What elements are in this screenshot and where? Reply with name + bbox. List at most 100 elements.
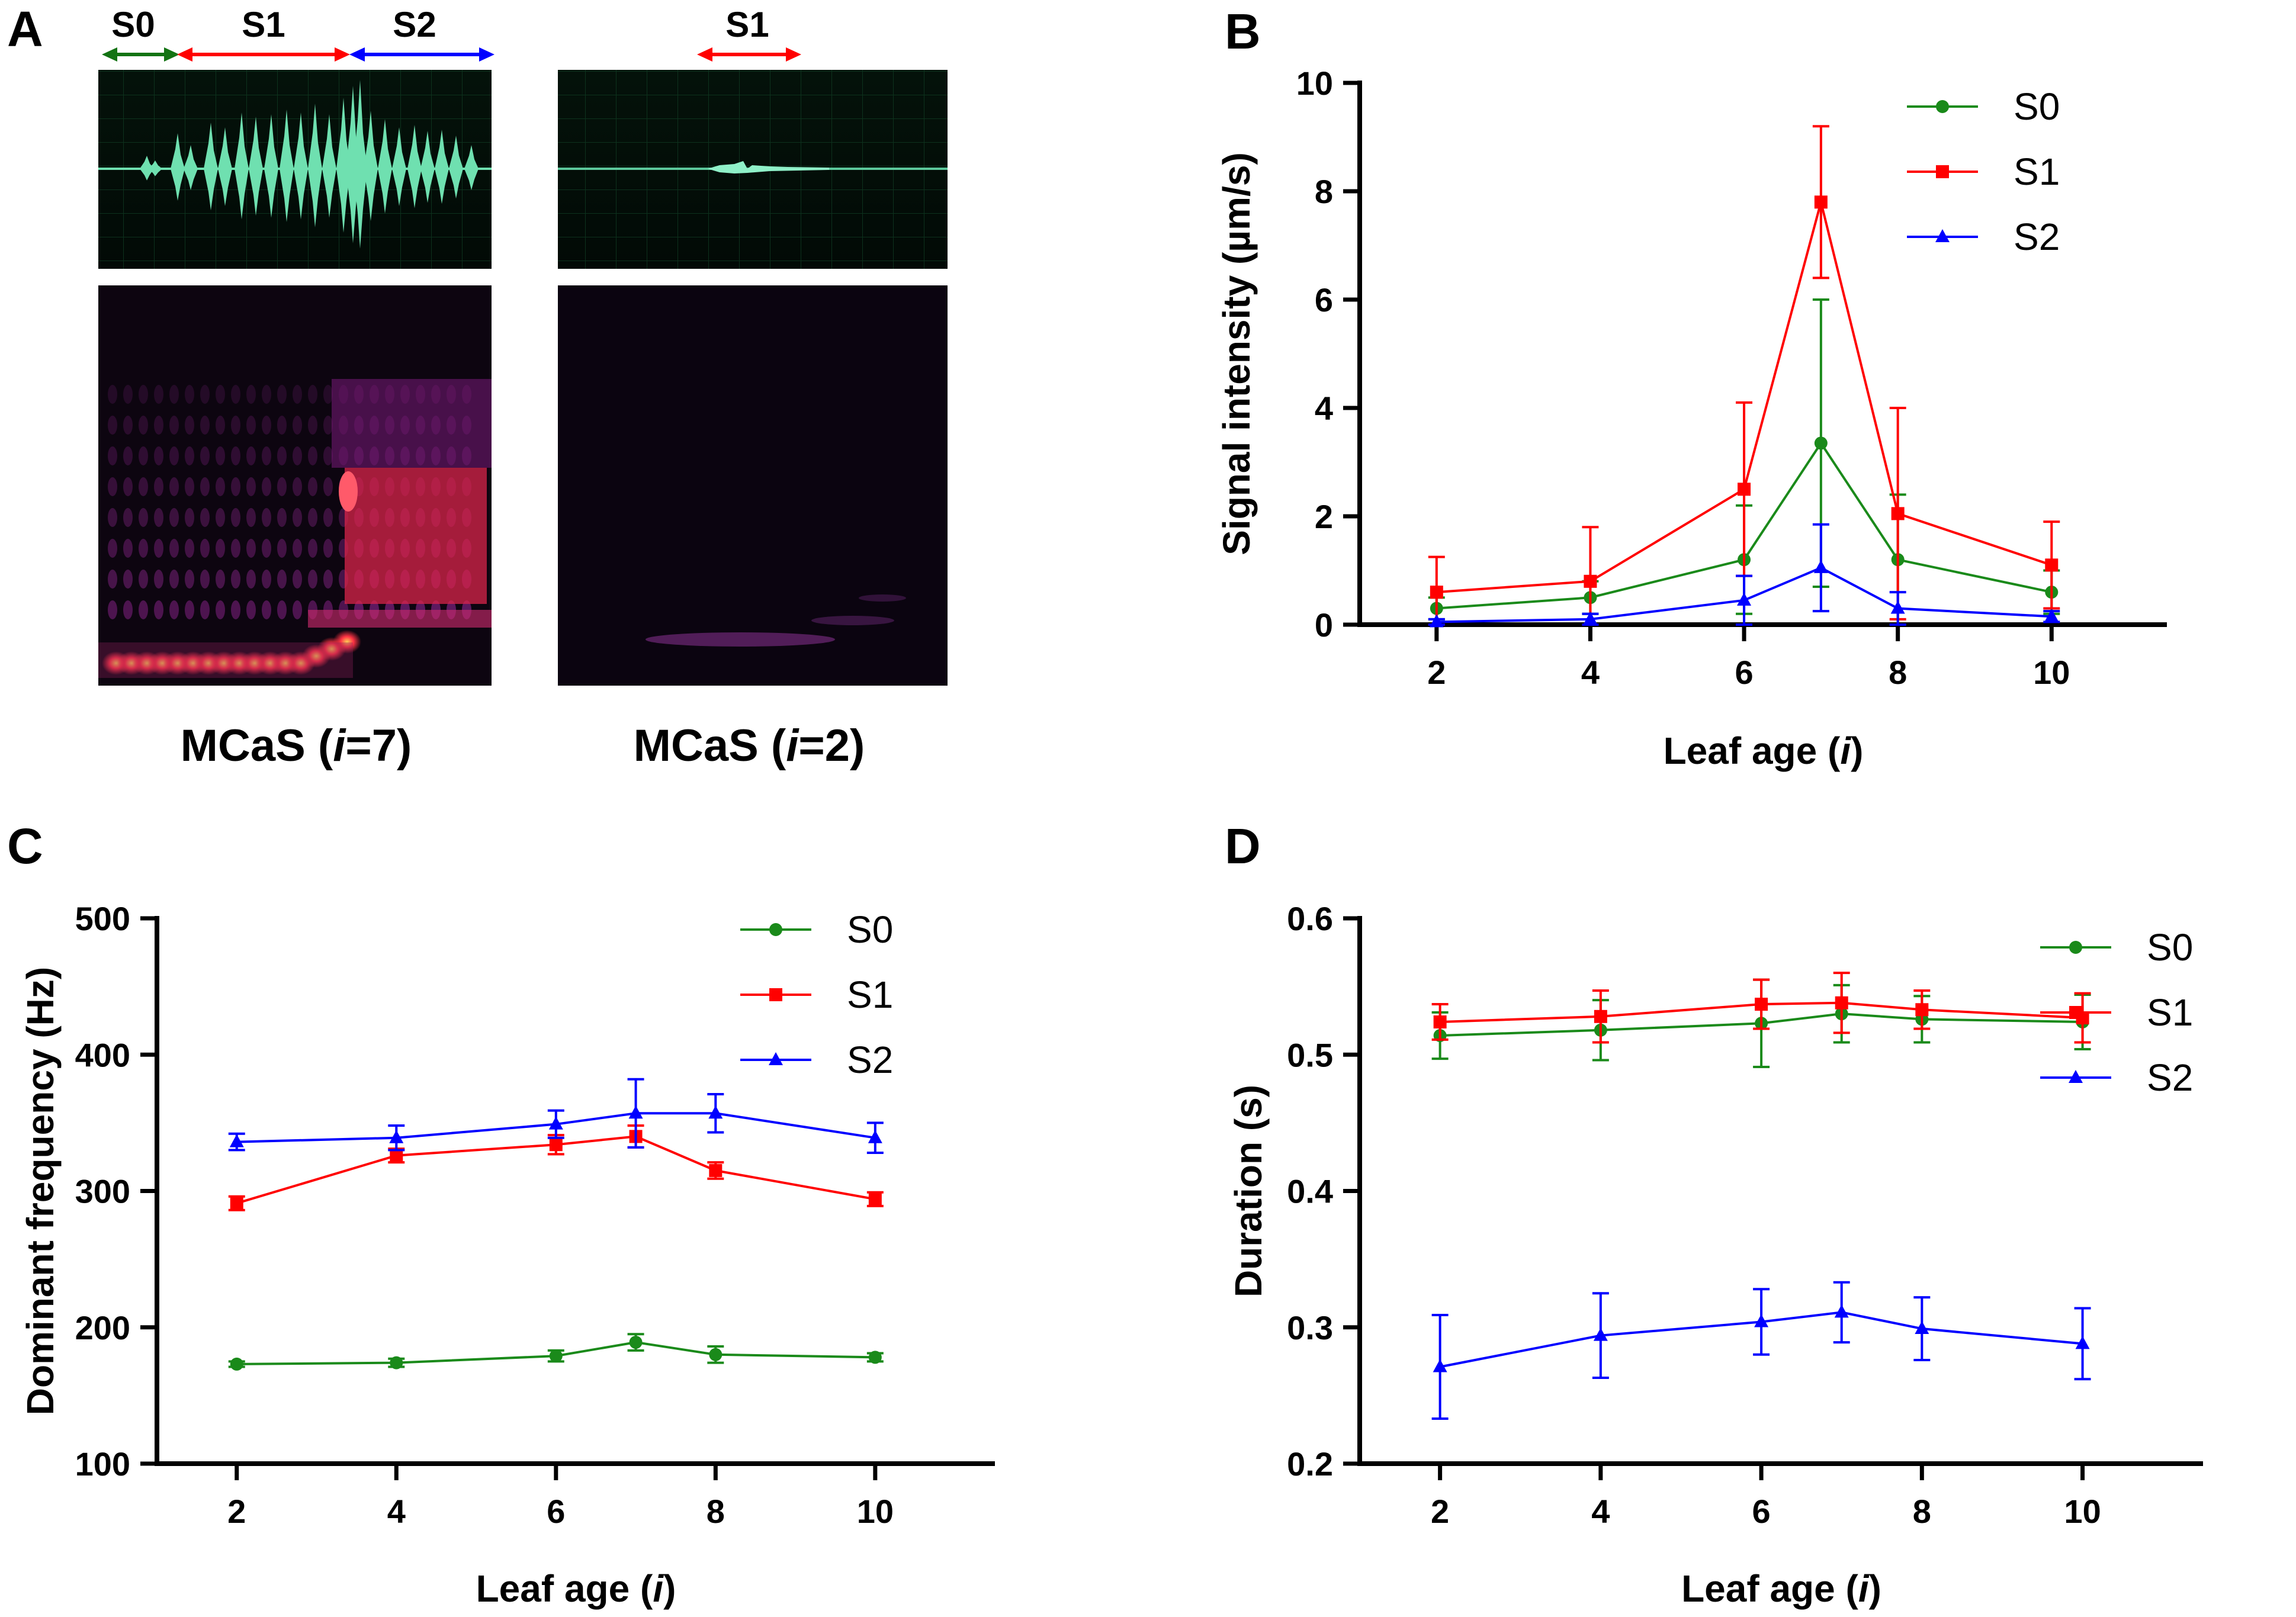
data-point [549,1138,563,1152]
data-point [2044,609,2059,622]
legend-item-s2: S2 [2040,1056,2193,1099]
x-tick-label: 6 [1735,654,1753,691]
data-point [1813,560,1828,573]
legend-item-s0: S0 [2040,926,2193,969]
spectrogram-cell [108,600,117,619]
x-tick-label: 4 [1581,654,1600,691]
spectrogram-cell [139,385,148,404]
x-tick-label: 6 [547,1493,565,1530]
spectrogram-cell [246,600,256,619]
y-tick-label: 0.6 [1287,900,1333,937]
waveform-burst [407,125,422,208]
x-tick-label: 10 [857,1493,894,1530]
spectrogram-cell [154,539,163,558]
series-line-s0 [1440,1012,2083,1037]
series-line-s0 [1436,441,2052,610]
waveform-burst [171,133,185,201]
spectrogram-cell [308,539,317,558]
data-point [708,1105,723,1119]
legend-item-s2: S2 [1907,216,2060,258]
data-point [390,1356,403,1370]
spectrogram-cell [185,446,194,465]
data-point [1915,1003,1929,1017]
spectrogram-cell [277,539,287,558]
spectrogram-cell [169,416,179,435]
legend-item-s1: S1 [1907,150,2060,193]
spectrogram-cell [108,508,117,527]
spectrogram-cell [139,416,148,435]
waveform-burst [346,86,360,243]
waveform-burst [218,127,232,206]
x-axis-title: Leaf age (i) [1664,729,1864,772]
spectrogram-cell [277,570,287,589]
spectrogram-cell [323,385,333,404]
spectrogram-cell [139,570,148,589]
spectrogram-cell [200,446,210,465]
legend-marker [2069,1070,2083,1083]
spectrogram-cell [154,600,163,619]
waveform-burst [264,114,278,218]
series-line-s2 [1440,1311,2083,1368]
x-tick-label: 4 [1591,1493,1610,1530]
chart-d: D 0.2 0.3 0.4 0.5 0.6 2 4 6 8 10 Duration (s) Leaf a… [1225,818,2203,1610]
segment-label-s1: S1 [242,5,285,44]
legend-label: S1 [847,973,893,1016]
spectrogram-right [558,285,948,686]
data-point [389,1130,404,1143]
series-line-s1 [236,1135,876,1205]
spectrogram-cell [169,385,179,404]
legend-item-s0: S0 [1907,85,2060,128]
spectrogram-cell [185,416,194,435]
spectrogram-fundamental [333,630,361,654]
y-axis-title: Duration (s) [1227,1085,1270,1297]
spectrogram-cell [246,446,256,465]
data-point [1890,600,1905,614]
legend-label: S0 [2014,85,2060,128]
spectrogram-cell [216,600,225,619]
spectrogram-cell [323,477,333,496]
spectrogram-cell [246,477,256,496]
spectrogram-cell [277,416,287,435]
legend-item-s1: S1 [2040,991,2193,1034]
waveform-burst [353,80,367,249]
spectrogram-cell [123,385,133,404]
waveform-burst [294,112,308,220]
spectrogram-hotspot [339,471,358,512]
spectrogram-cell [123,539,133,558]
spectrogram-cell [154,385,163,404]
spectrogram-band [308,610,492,628]
spectrogram-cell [154,508,163,527]
spectrogram-cell [169,600,179,619]
legend-label: S0 [2147,926,2193,969]
y-axis-title: Dominant frequency (Hz) [19,967,62,1415]
spectrogram-cell [231,570,240,589]
spectrogram-cell [293,416,302,435]
segment-arrow-s2 [349,47,494,62]
spectrogram-cell [323,446,333,465]
spectrogram-cell [277,477,287,496]
data-point [868,1351,882,1364]
data-point [390,1149,403,1162]
spectrogram-cell [231,416,240,435]
spectrogram-cell [246,385,256,404]
waveform-burst [249,117,263,216]
spectrogram-cell [108,539,117,558]
waveform-burst [392,127,406,206]
data-point [868,1130,882,1143]
spectrogram-cell [308,570,317,589]
legend-label: S2 [2147,1056,2193,1099]
spectrogram-cell [231,508,240,527]
series-s2 [1428,523,2060,628]
series-line-s2 [236,1112,876,1143]
waveform-burst [435,130,449,204]
legend-label: S1 [2147,991,2193,1034]
spectrogram-cell [154,570,163,589]
spectrogram-cell [293,508,302,527]
spectrogram-cell [262,385,271,404]
spectrogram-cell [246,508,256,527]
waveform-burst [322,114,336,218]
data-point [1754,1314,1769,1327]
series-line-s2 [1436,566,2052,623]
spectrogram-cell [323,539,333,558]
y-tick-label: 10 [1296,65,1333,102]
